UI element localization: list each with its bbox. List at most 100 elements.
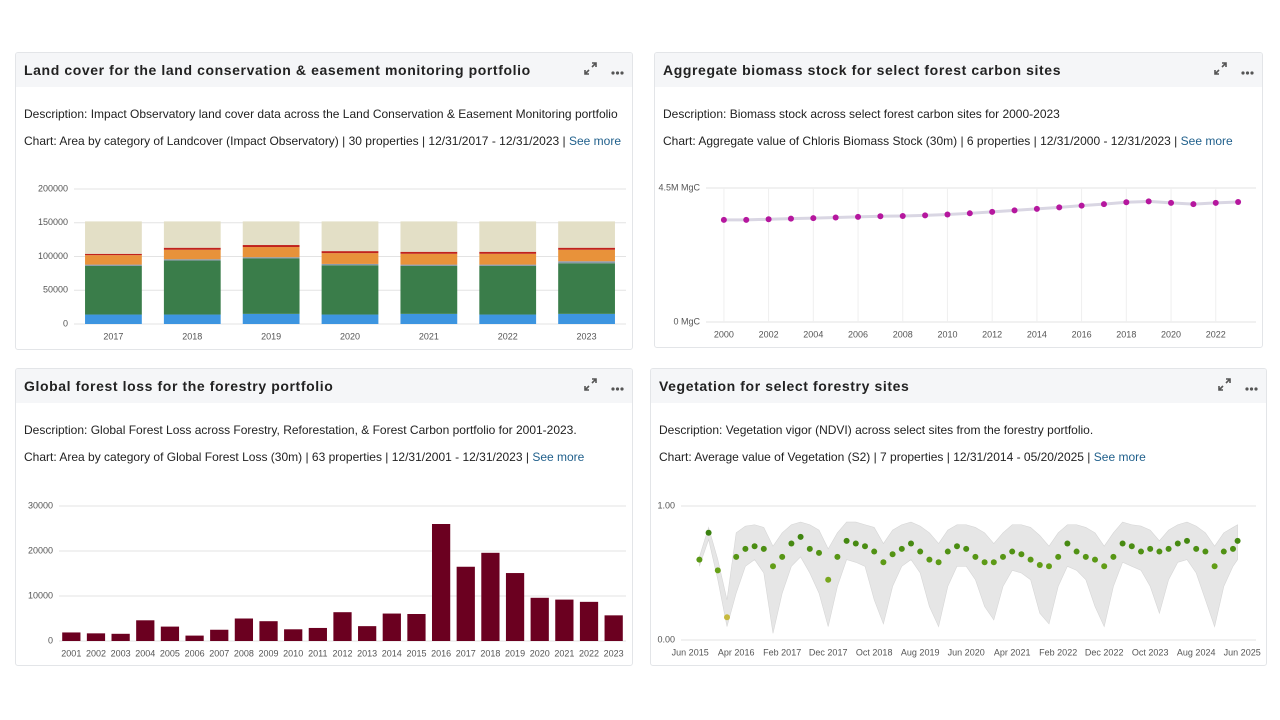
bar-segment <box>85 253 142 256</box>
bar-segment <box>85 265 142 315</box>
card-header: Global forest loss for the forestry port… <box>16 369 632 403</box>
see-more-link[interactable]: See more <box>1180 134 1233 148</box>
see-more-link[interactable]: See more <box>1093 450 1146 464</box>
bar-segment <box>321 251 379 254</box>
point <box>908 540 914 547</box>
point <box>742 545 749 552</box>
x-tick-label: 2019 <box>261 331 281 341</box>
x-tick-label: Apr 2016 <box>718 647 755 657</box>
bar <box>505 573 525 641</box>
bar-segment <box>400 313 458 324</box>
bar <box>86 633 106 641</box>
point <box>743 216 750 223</box>
point <box>1128 543 1135 550</box>
x-tick-label: 2014 <box>1027 329 1047 339</box>
bar-segment <box>242 257 300 259</box>
x-tick-label: 2000 <box>714 329 734 339</box>
expand-button[interactable] <box>584 62 597 78</box>
x-tick-label: Aug 2024 <box>1177 647 1216 657</box>
point <box>1110 553 1117 560</box>
x-tick-label: 2017 <box>456 648 476 658</box>
bar-segment <box>321 263 379 266</box>
card-actions <box>1218 378 1258 394</box>
expand-button[interactable] <box>1218 378 1231 394</box>
point <box>1220 548 1227 555</box>
x-tick-label: 2005 <box>160 648 180 658</box>
x-tick-label: 2002 <box>86 648 106 658</box>
x-tick-label: 2013 <box>357 648 377 658</box>
point <box>1156 548 1163 555</box>
bar-segment <box>558 247 615 250</box>
bar <box>382 613 401 641</box>
point <box>1234 537 1241 544</box>
card-actions <box>1214 62 1254 78</box>
point <box>1202 548 1209 555</box>
point <box>926 556 933 563</box>
bar-segment <box>558 313 615 324</box>
see-more-link[interactable]: See more <box>569 134 622 148</box>
x-tick-label: 2020 <box>530 648 550 658</box>
more-button[interactable] <box>1245 378 1258 394</box>
point <box>696 556 703 563</box>
chart-info: Chart: Area by category of Global Forest… <box>24 450 584 464</box>
description: Description: Impact Observatory land cov… <box>24 107 618 121</box>
bar-segment <box>242 313 300 324</box>
point <box>1193 545 1200 552</box>
x-tick-label: 2023 <box>577 331 597 341</box>
point <box>1174 540 1181 547</box>
point <box>1056 204 1063 211</box>
more-button[interactable] <box>611 62 624 78</box>
point <box>1138 548 1144 555</box>
point <box>714 567 721 574</box>
bar-segment <box>558 263 615 314</box>
description: Description: Vegetation vigor (NDVI) acr… <box>659 423 1094 437</box>
more-button[interactable] <box>1241 62 1254 78</box>
card-title: Global forest loss for the forestry port… <box>24 378 334 394</box>
y-tick-label: 30000 <box>28 500 53 510</box>
y-tick-label: 0 <box>63 318 68 328</box>
bar-segment <box>479 251 537 254</box>
point <box>1145 198 1152 205</box>
bar-segment <box>400 264 458 266</box>
x-tick-label: 2018 <box>1116 329 1136 339</box>
card-title: Vegetation for select forestry sites <box>659 378 910 394</box>
point <box>1033 205 1040 212</box>
bar-segment <box>163 259 221 261</box>
see-more-link[interactable]: See more <box>532 450 585 464</box>
more-button[interactable] <box>611 378 624 394</box>
x-tick-label: Jun 2020 <box>948 647 985 657</box>
bar-segment <box>163 314 221 324</box>
x-tick-label: 2010 <box>283 648 303 658</box>
bar-segment <box>321 314 379 324</box>
bar <box>111 633 130 641</box>
bar-segment <box>400 253 458 265</box>
chart-info-text: Chart: Average value of Vegetation (S2) … <box>659 450 1091 464</box>
point <box>917 548 924 555</box>
point <box>862 543 868 550</box>
point <box>889 551 896 558</box>
x-tick-label: Oct 2018 <box>856 647 893 657</box>
point <box>1082 553 1089 560</box>
point <box>899 212 906 219</box>
expand-button[interactable] <box>584 378 597 394</box>
bar <box>234 618 254 641</box>
point <box>1235 198 1242 205</box>
x-tick-label: 2002 <box>759 329 779 339</box>
bar-segment <box>85 255 142 265</box>
bar-segment <box>479 265 537 315</box>
point <box>944 548 951 555</box>
point <box>843 537 850 544</box>
x-tick-label: Oct 2023 <box>1132 647 1169 657</box>
point <box>966 210 973 217</box>
x-tick-label: 2003 <box>111 648 131 658</box>
point <box>787 215 794 222</box>
y-tick-label: 0 <box>48 635 53 645</box>
bar-segment <box>163 260 221 315</box>
point <box>779 553 786 560</box>
bar <box>604 615 623 641</box>
point <box>898 545 905 552</box>
x-tick-label: 2004 <box>803 329 823 339</box>
bar-segment <box>85 221 142 254</box>
x-tick-label: 2006 <box>185 648 205 658</box>
expand-button[interactable] <box>1214 62 1227 78</box>
